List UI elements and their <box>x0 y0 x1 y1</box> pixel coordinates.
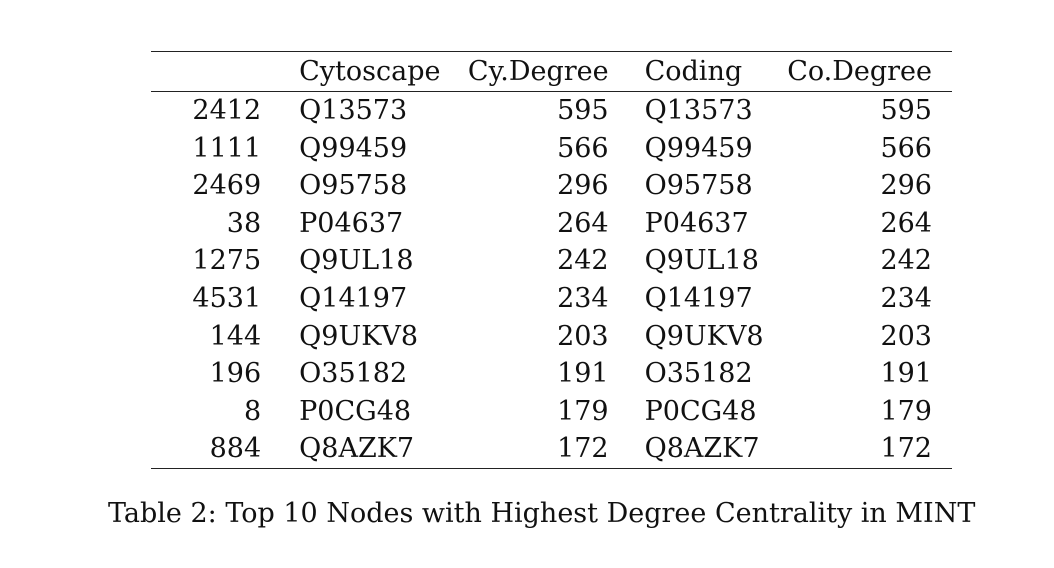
table-caption: Table 2: Top 10 Nodes with Highest Degre… <box>108 498 976 529</box>
cell-co-degree: 566 <box>880 132 932 164</box>
cell-index: 4531 <box>192 282 262 314</box>
header-coding: Coding <box>644 51 788 92</box>
cell-co-degree: 172 <box>787 430 952 469</box>
cell-cytoscape: Q9UL18 <box>299 245 414 277</box>
cell-cytoscape: Q9UKV8 <box>299 320 419 352</box>
cell-coding: O95758 <box>644 170 753 202</box>
degree-centrality-table: Cytoscape Cy.Degree Coding Co.Degree 241… <box>151 51 952 469</box>
cell-co-degree: 242 <box>880 245 932 277</box>
cell-coding: P0CG48 <box>644 395 757 427</box>
cell-index: 196 <box>209 358 262 390</box>
cell-cy-degree: 172 <box>465 430 645 469</box>
cell-coding: Q99459 <box>644 132 753 164</box>
cell-index: 38 <box>226 207 262 239</box>
cell-cy-degree: 234 <box>557 282 609 314</box>
cell-co-degree: 203 <box>880 320 932 352</box>
cell-cy-degree: 296 <box>557 170 609 202</box>
cell-cy-degree: 264 <box>557 207 609 239</box>
cell-coding: Q14197 <box>644 282 753 314</box>
table-body: 2412 Q13573 595 Q13573 595 1111 Q99459 566 Q9945… <box>151 92 952 469</box>
degree-centrality-table-container: Cytoscape Cy.Degree Coding Co.Degree 241… <box>151 51 952 469</box>
cell-coding: Q9UKV8 <box>644 320 764 352</box>
header-index <box>151 51 300 92</box>
header-cy-degree: Cy.Degree <box>465 51 645 92</box>
cell-coding: Q9UL18 <box>644 245 759 277</box>
cell-index: 2412 <box>192 95 262 126</box>
cell-coding: P04637 <box>644 207 749 239</box>
table-row: 4531 Q14197 234 Q14197 234 <box>151 280 952 318</box>
table-row: 196 O35182 191 O35182 191 <box>151 355 952 393</box>
table-row: 2469 O95758 296 O95758 296 <box>151 167 952 205</box>
cell-cy-degree: 191 <box>557 358 609 390</box>
cell-cytoscape: Q13573 <box>299 95 408 126</box>
cell-index: 2469 <box>192 170 262 202</box>
cell-cy-degree: 595 <box>557 95 609 126</box>
cell-co-degree: 296 <box>880 170 932 202</box>
table-row: 144 Q9UKV8 203 Q9UKV8 203 <box>151 318 952 356</box>
cell-cytoscape: Q14197 <box>299 282 408 314</box>
cell-cy-degree: 203 <box>557 320 609 352</box>
cell-cytoscape: Q8AZK7 <box>299 430 466 469</box>
cell-cytoscape: O35182 <box>299 358 408 390</box>
table-row: 8 P0CG48 179 P0CG48 179 <box>151 393 952 431</box>
cell-index: 884 <box>151 430 300 469</box>
cell-cytoscape: O95758 <box>299 170 408 202</box>
cell-coding: O35182 <box>644 358 753 390</box>
table-row: 1275 Q9UL18 242 Q9UL18 242 <box>151 242 952 280</box>
cell-cy-degree: 242 <box>557 245 609 277</box>
header-co-degree: Co.Degree <box>787 51 952 92</box>
cell-cytoscape: P0CG48 <box>299 395 412 427</box>
cell-cytoscape: Q99459 <box>299 132 408 164</box>
header-cytoscape: Cytoscape <box>299 51 466 92</box>
cell-co-degree: 595 <box>880 95 932 126</box>
table-row: 2412 Q13573 595 Q13573 595 <box>151 92 952 130</box>
table-row: 884 Q8AZK7 172 Q8AZK7 172 <box>151 430 952 469</box>
cell-co-degree: 191 <box>880 358 932 390</box>
table-row: 1111 Q99459 566 Q99459 566 <box>151 130 952 168</box>
cell-co-degree: 179 <box>880 395 932 427</box>
cell-cytoscape: P04637 <box>299 207 404 239</box>
cell-coding: Q8AZK7 <box>644 430 788 469</box>
cell-index: 1111 <box>192 132 262 164</box>
cell-co-degree: 264 <box>880 207 932 239</box>
cell-index: 144 <box>209 320 262 352</box>
cell-cy-degree: 179 <box>557 395 609 427</box>
table-row: 38 P04637 264 P04637 264 <box>151 205 952 243</box>
cell-coding: Q13573 <box>644 95 753 126</box>
table-header-row: Cytoscape Cy.Degree Coding Co.Degree <box>151 51 952 92</box>
cell-co-degree: 234 <box>880 282 932 314</box>
cell-index: 1275 <box>192 245 262 277</box>
cell-cy-degree: 566 <box>557 132 609 164</box>
cell-index: 8 <box>243 395 262 427</box>
